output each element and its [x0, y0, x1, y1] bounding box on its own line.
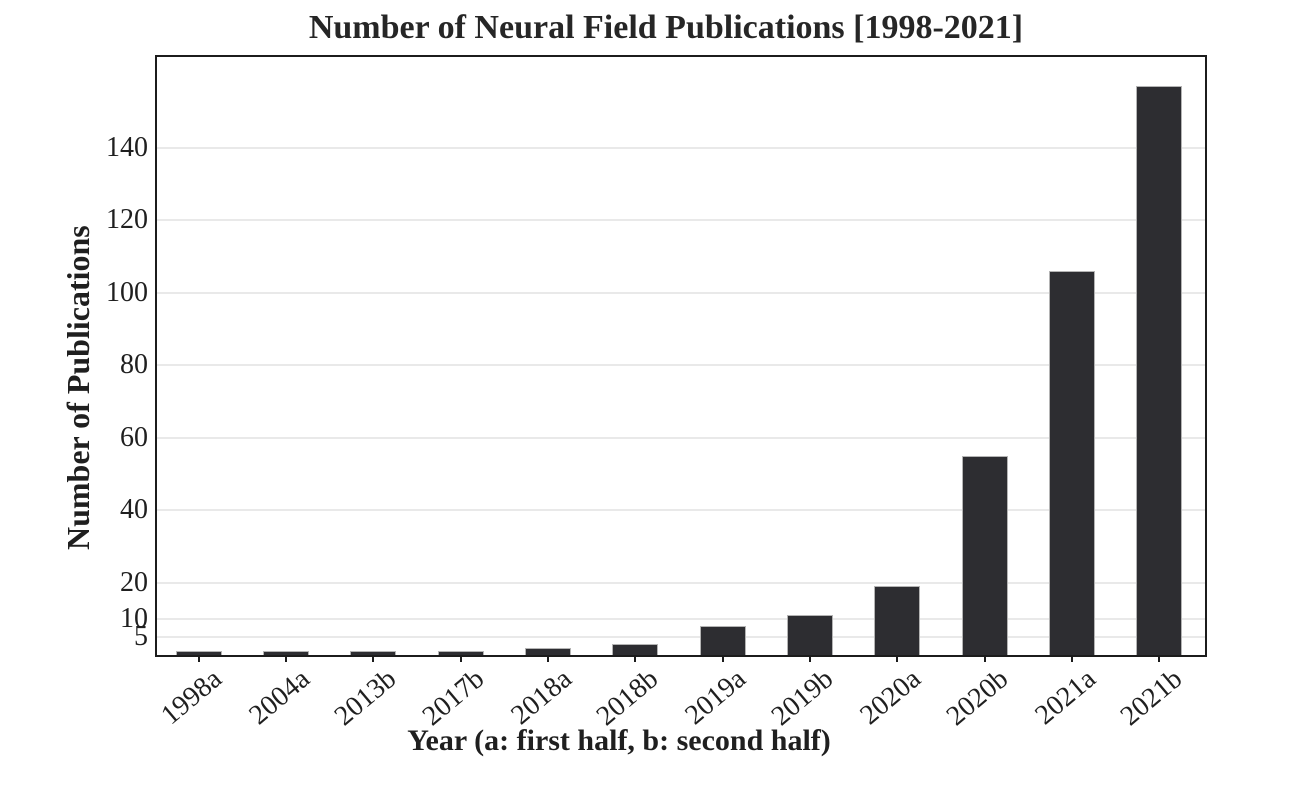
x-tick-mark-2020b	[983, 657, 986, 662]
x-tick-label-2020a: 2020a	[854, 663, 927, 731]
gridline-y-60	[157, 436, 1205, 439]
gridline-y-140	[157, 146, 1205, 149]
y-tick-label-40: 40	[120, 494, 148, 526]
y-tick-label-80: 80	[120, 349, 148, 381]
y-tick-label-140: 140	[106, 131, 148, 163]
plot-area	[155, 55, 1207, 657]
bar-2017b	[437, 651, 484, 655]
x-tick-mark-2013b	[372, 657, 375, 662]
bar-2021b	[1136, 86, 1183, 655]
bar-2018a	[525, 647, 571, 655]
bar-2004a	[263, 651, 309, 655]
x-tick-mark-2018b	[634, 657, 637, 662]
y-tick-label-100: 100	[106, 276, 148, 308]
gridline-y-40	[157, 509, 1205, 512]
y-tick-label-10: 10	[120, 602, 148, 634]
gridline-y-5	[157, 635, 1205, 638]
gridline-y-100	[157, 291, 1205, 294]
gridline-y-80	[157, 364, 1205, 367]
x-tick-mark-2020a	[896, 657, 899, 662]
x-tick-mark-2017b	[459, 657, 462, 662]
x-tick-label-1998a: 1998a	[155, 663, 228, 731]
gridline-y-10	[157, 617, 1205, 620]
x-tick-label-2018a: 2018a	[504, 663, 578, 731]
bar-2019b	[787, 615, 833, 655]
bar-2020a	[874, 586, 921, 655]
x-tick-label-2017b: 2017b	[416, 663, 490, 732]
x-tick-label-2021a: 2021a	[1028, 663, 1102, 731]
x-tick-label-2021b: 2021b	[1115, 663, 1189, 732]
x-tick-label-2020b: 2020b	[940, 663, 1014, 732]
bar-2018b	[612, 644, 659, 655]
x-tick-mark-2019a	[721, 657, 724, 662]
x-tick-mark-2018a	[547, 657, 549, 662]
x-tick-label-2004a: 2004a	[242, 663, 316, 731]
bar-2020b	[961, 455, 1008, 655]
x-tick-mark-2019b	[809, 657, 811, 662]
y-tick-label-5: 5	[134, 620, 148, 652]
bar-1998a	[175, 651, 222, 655]
bar-2013b	[350, 651, 397, 655]
gridline-y-120	[157, 219, 1205, 222]
x-tick-label-2018b: 2018b	[591, 663, 665, 732]
x-axis-label: Year (a: first half, b: second half)	[407, 724, 831, 757]
x-tick-mark-1998a	[197, 657, 200, 662]
x-tick-mark-2021b	[1158, 657, 1161, 662]
y-tick-label-20: 20	[120, 566, 148, 598]
bar-2021a	[1049, 270, 1095, 655]
gridline-y-20	[157, 581, 1205, 584]
x-tick-mark-2021a	[1071, 657, 1073, 662]
x-tick-label-2019b: 2019b	[765, 663, 840, 732]
x-tick-label-2013b: 2013b	[329, 663, 403, 732]
chart-title: Number of Neural Field Publications [199…	[308, 9, 1024, 46]
y-tick-label-120: 120	[106, 204, 148, 236]
x-tick-label-2019a: 2019a	[679, 663, 752, 731]
bar-2019a	[699, 626, 746, 655]
y-tick-label-60: 60	[120, 421, 148, 453]
x-tick-mark-2004a	[285, 657, 287, 662]
